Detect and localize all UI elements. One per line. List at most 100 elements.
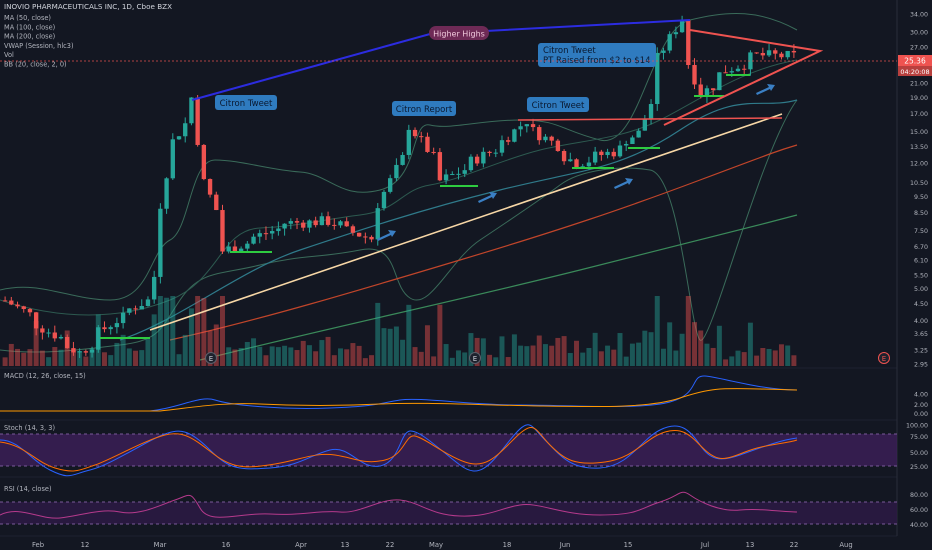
- indicator-label: MA (200, close): [4, 33, 55, 41]
- volume-bar: [667, 322, 673, 366]
- earnings-markers[interactable]: E E E: [205, 352, 890, 364]
- volume-bar: [480, 338, 486, 366]
- grid-lines: [0, 367, 897, 537]
- annotation-text: Citron Tweet: [220, 99, 273, 109]
- volume-bar: [58, 349, 64, 366]
- volume-bar: [157, 296, 163, 366]
- volume-bar: [723, 359, 729, 366]
- candle-body: [282, 223, 287, 229]
- candle-body: [543, 136, 548, 141]
- candle-body: [710, 88, 716, 91]
- candle-body: [679, 20, 685, 33]
- earnings-marker[interactable]: E: [878, 352, 890, 364]
- candle-body: [270, 231, 275, 234]
- bb-upper: [0, 13, 798, 301]
- candle-body: [170, 139, 175, 179]
- bb-lower: [0, 99, 798, 353]
- candle-body: [779, 53, 784, 58]
- time-tick: 22: [790, 541, 799, 549]
- time-tick: Aug: [839, 541, 852, 549]
- earnings-marker[interactable]: E: [469, 352, 481, 364]
- volume-bar: [300, 340, 306, 366]
- volume-bar: [561, 336, 567, 366]
- candle-body: [151, 276, 157, 300]
- candle-body: [21, 306, 26, 310]
- rsi-tick: 80.00: [910, 492, 928, 499]
- volume-bar: [8, 343, 14, 366]
- volume-bar: [207, 330, 213, 366]
- macd-pane: [0, 375, 798, 412]
- volume-bar: [226, 347, 232, 366]
- volume-bar: [400, 339, 406, 366]
- volume-bar: [275, 347, 281, 366]
- volume-bar: [592, 332, 598, 366]
- volume-bar: [431, 356, 437, 366]
- volume-bar: [282, 345, 288, 366]
- candle-body: [766, 50, 772, 56]
- volume-bar: [139, 350, 145, 366]
- volume-bar: [257, 346, 263, 366]
- candle-body: [599, 151, 604, 156]
- candle-body: [549, 136, 554, 141]
- volume-bar: [33, 321, 39, 366]
- stoch-tick: 25.00: [910, 464, 928, 471]
- stoch-d-line: [0, 426, 798, 472]
- volume-bar: [636, 342, 642, 366]
- volume-bars: [2, 296, 797, 366]
- volume-bar: [710, 347, 716, 366]
- volume-bar: [288, 347, 294, 366]
- price-tick: 10.50: [910, 180, 928, 187]
- indicator-label: MA (100, close): [4, 23, 55, 31]
- candle-body: [692, 65, 697, 85]
- volume-bar: [381, 328, 387, 366]
- candle-body: [207, 179, 213, 195]
- volume-bar: [611, 349, 617, 366]
- candle-body: [555, 140, 561, 152]
- candle-body: [667, 34, 672, 51]
- candle-body: [381, 191, 387, 209]
- volume-bar: [424, 325, 430, 366]
- macd-tick: 4.00: [914, 392, 928, 399]
- earnings-marker[interactable]: E: [205, 352, 217, 364]
- time-tick: Jun: [559, 541, 571, 549]
- candle-body: [474, 156, 480, 164]
- candle-body: [450, 174, 455, 176]
- time-axis: Feb 12 Mar 16 Apr 13 22 May 18 Jun 15 Jul 13 22 Aug: [32, 541, 853, 549]
- trend-arrows: [377, 84, 775, 241]
- time-tick: 15: [624, 541, 633, 549]
- volume-bar: [21, 352, 27, 366]
- price-tick: 5.00: [914, 286, 928, 293]
- candle-body: [257, 233, 262, 237]
- candle-body: [493, 152, 498, 154]
- candle-body: [698, 84, 703, 97]
- volume-bar: [511, 334, 517, 366]
- time-tick: 12: [81, 541, 90, 549]
- volume-bar: [456, 350, 461, 366]
- rsi-pane-label: RSI (14, close): [4, 485, 52, 493]
- candle-body: [375, 208, 380, 240]
- volume-bar: [46, 357, 52, 366]
- volume-bar: [685, 296, 691, 366]
- candle-body: [276, 228, 281, 232]
- candle-body: [33, 312, 39, 329]
- indicator-label: VWAP (Session, hlc3): [4, 42, 74, 50]
- candle-body: [65, 336, 70, 349]
- candle-body: [325, 216, 331, 225]
- volume-bar: [70, 349, 76, 366]
- candle-body: [617, 145, 623, 157]
- candle-body: [288, 221, 293, 224]
- volume-bar: [114, 342, 120, 366]
- candle-body: [369, 236, 374, 240]
- candle-body: [2, 300, 8, 302]
- volume-bar: [151, 314, 157, 366]
- volume-bar: [586, 347, 592, 366]
- candle-body: [592, 151, 598, 163]
- price-tick: 9.50: [914, 194, 928, 201]
- candle-body: [437, 152, 443, 181]
- candle-body: [419, 136, 424, 138]
- candle-body: [363, 236, 368, 238]
- candle-body: [655, 52, 660, 105]
- price-tick: 15.00: [910, 129, 928, 136]
- rsi-tick: 40.00: [910, 522, 928, 529]
- candle-body: [791, 50, 797, 53]
